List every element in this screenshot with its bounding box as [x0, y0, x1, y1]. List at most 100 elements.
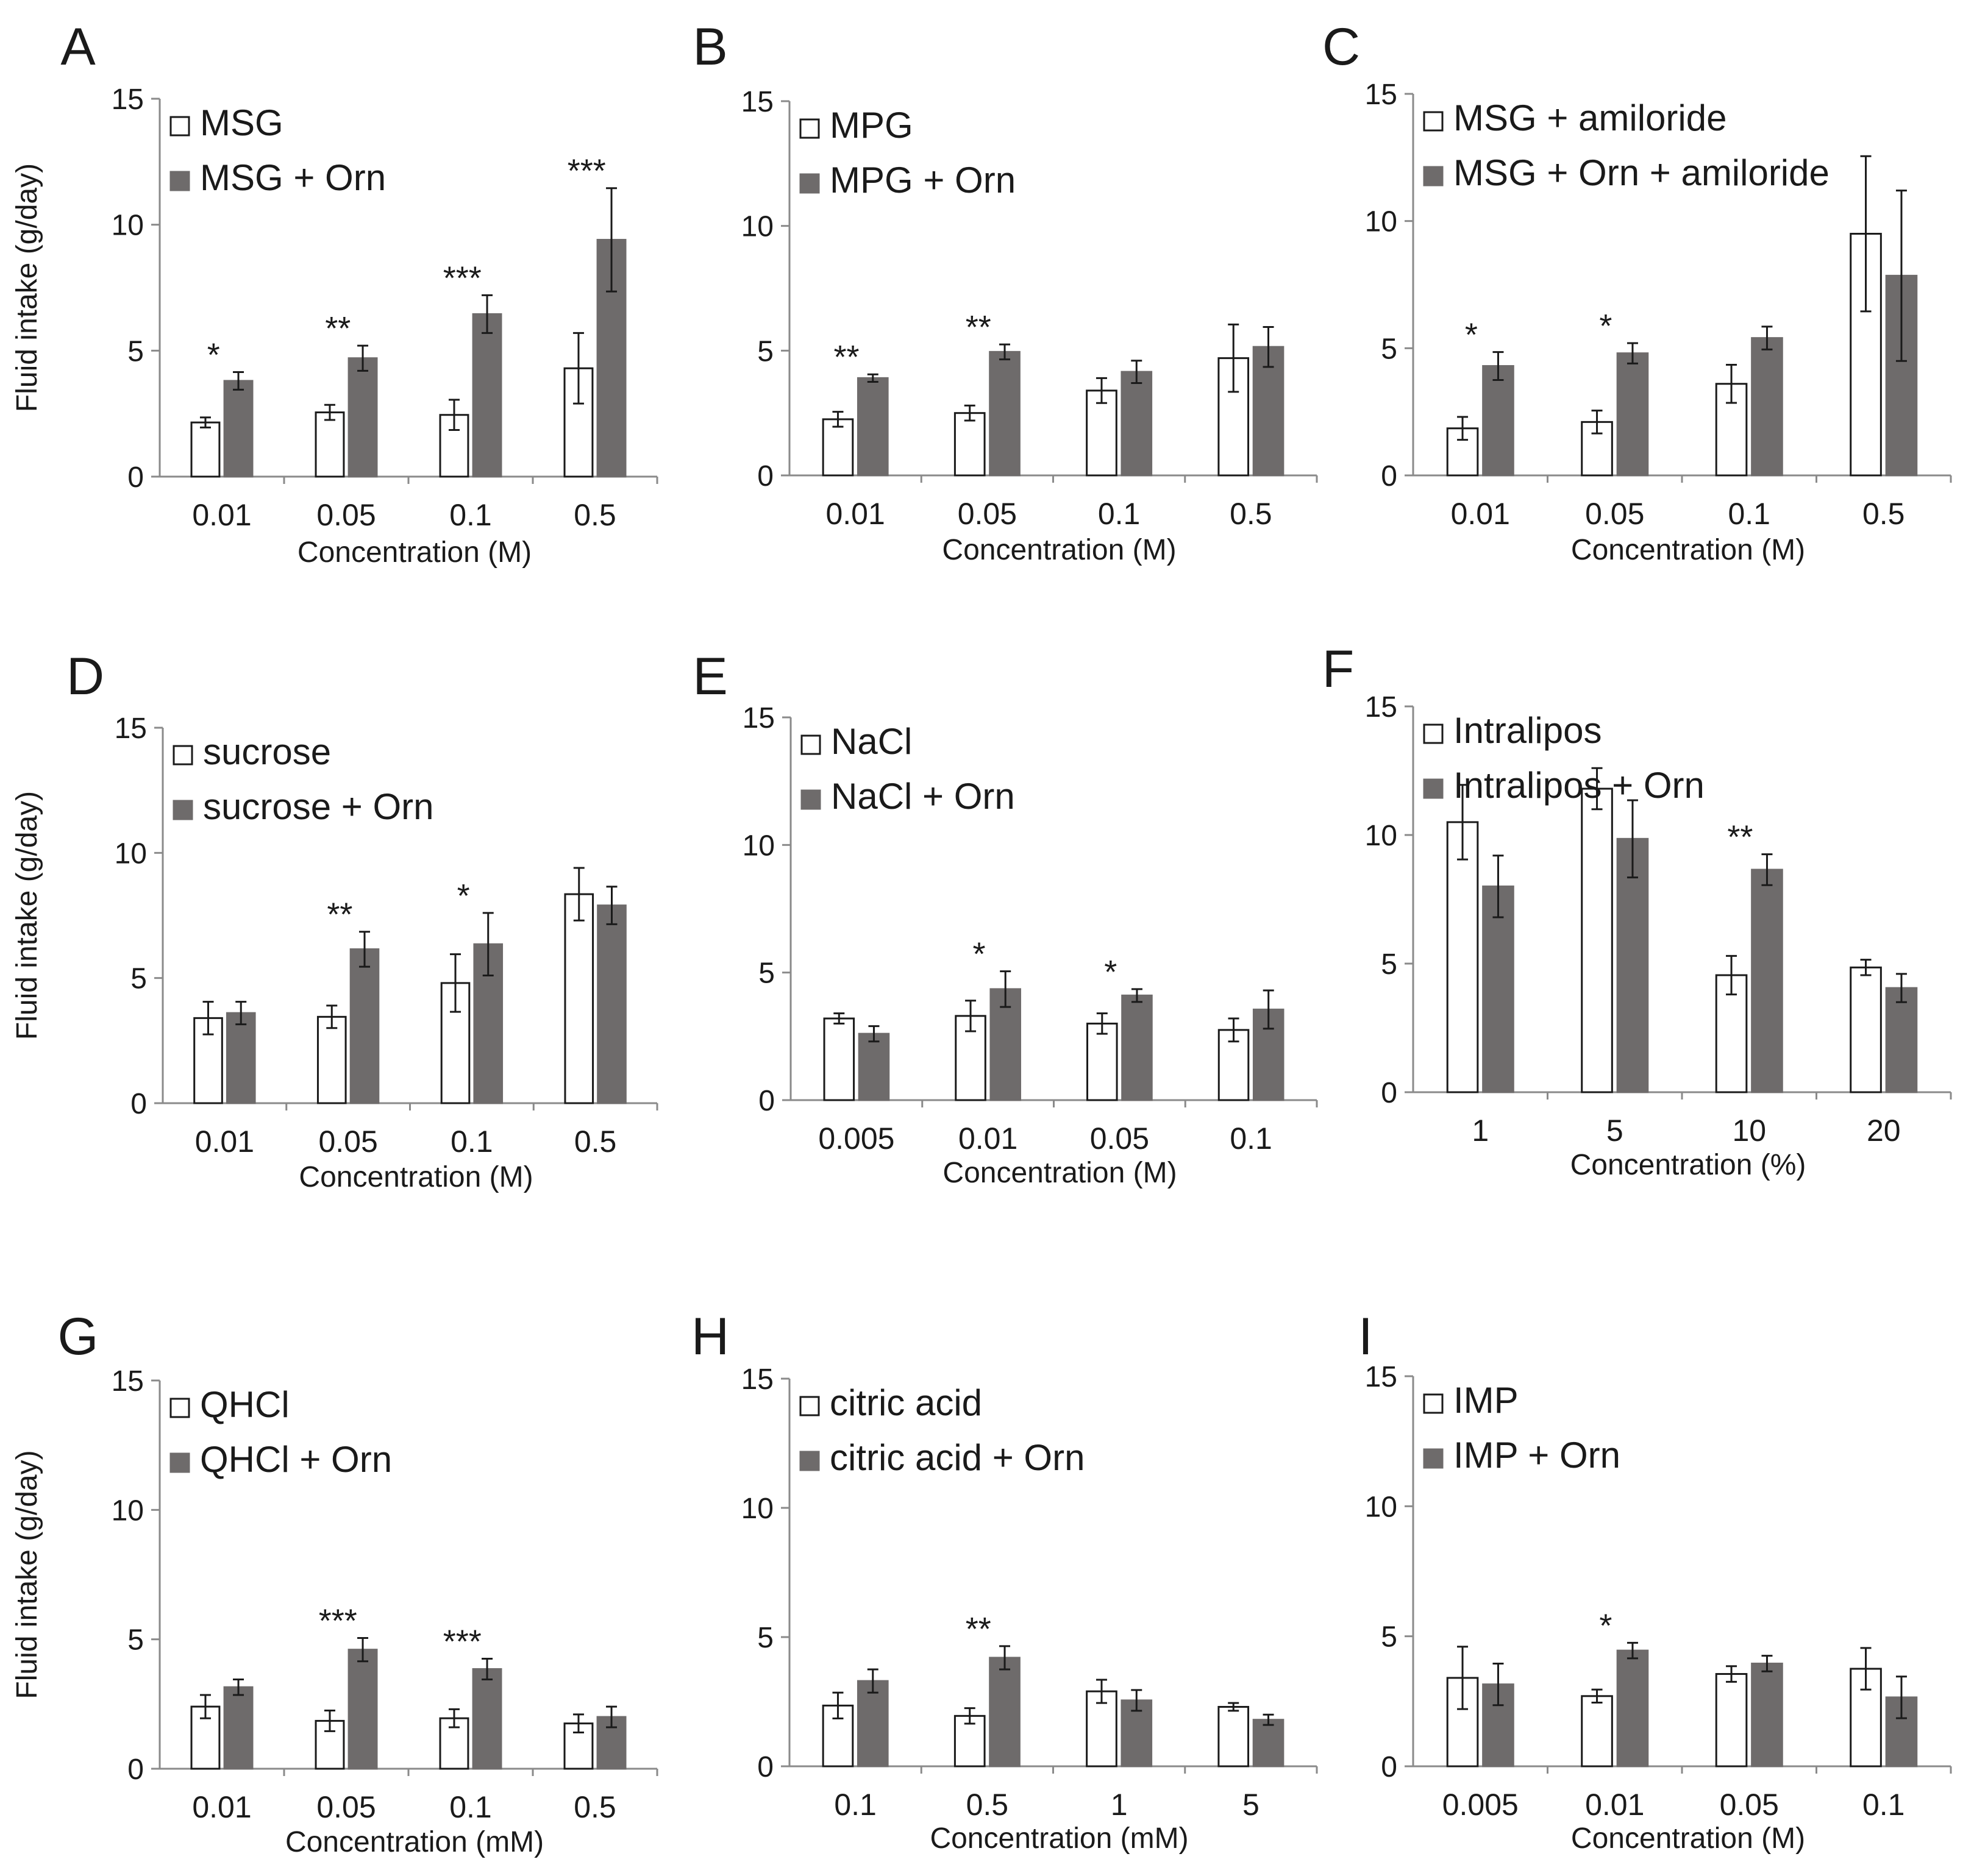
x-tick-label: 0.05: [958, 497, 1017, 531]
significance-mark: **: [834, 339, 860, 375]
x-axis-label: Concentration (mM): [930, 1822, 1188, 1855]
x-axis-label: Concentration (%): [1570, 1149, 1806, 1181]
bar-filled: [858, 1032, 890, 1101]
legend-swatch-open: [1423, 1393, 1444, 1414]
x-tick-label: 0.5: [574, 498, 616, 532]
significance-mark: *: [1599, 1607, 1612, 1644]
bar-filled: [1482, 365, 1514, 477]
bar-open: [1850, 966, 1882, 1093]
x-tick-label: 0.5: [1230, 497, 1272, 531]
panel-letter: B: [693, 18, 727, 76]
chart-panel-a: A 0 5 10 15 Fluid intake (g/day) 0.01 * 0.05 ** 0.…: [11, 18, 658, 569]
legend-label: MPG + Orn: [830, 160, 1016, 201]
x-tick-label: 20: [1867, 1114, 1901, 1148]
significance-mark: **: [966, 309, 991, 346]
significance-mark: ***: [319, 1603, 357, 1640]
significance-mark: **: [325, 310, 351, 347]
bar-filled: [1751, 337, 1783, 477]
bar-open: [315, 411, 345, 478]
legend-label: sucrose + Orn: [203, 786, 434, 827]
x-tick-label: 0.01: [192, 498, 251, 532]
bar-filled: [347, 1649, 378, 1770]
legend-label: IMP + Orn: [1453, 1435, 1620, 1476]
significance-mark: *: [1465, 317, 1478, 354]
y-tick-label: 15: [743, 702, 775, 734]
y-tick-label: 10: [1365, 206, 1397, 238]
x-tick-label: 0.01: [195, 1125, 254, 1159]
y-tick-label: 5: [1381, 333, 1397, 365]
chart-panel-i: I 0 5 10 15 0.005 0.01 * 0.05 0.1 Concentration (M…: [1358, 1307, 1952, 1855]
legend-label: citric acid + Orn: [830, 1437, 1085, 1478]
legend-swatch-filled: [169, 1452, 190, 1473]
bar-filled: [223, 380, 254, 478]
legend-swatch-open: [1423, 723, 1444, 744]
legend-label: citric acid: [830, 1382, 982, 1423]
legend-label: Intralipos: [1453, 710, 1602, 751]
x-tick-label: 0.1: [449, 498, 492, 532]
significance-mark: *: [973, 936, 986, 973]
x-tick-label: 0.01: [192, 1790, 251, 1824]
y-axis-label: Fluid intake (g/day): [11, 163, 43, 412]
chart-panel-b: B 0 5 10 15 0.01 ** 0.05 ** 0.1 0.5 Concentration (…: [693, 18, 1318, 566]
y-tick-label: 5: [757, 335, 774, 368]
bar-open: [822, 418, 854, 477]
bar-filled: [1252, 1719, 1285, 1768]
bar-filled: [1616, 1649, 1649, 1768]
panel-letter: G: [58, 1307, 99, 1366]
x-tick-label: 10: [1732, 1114, 1766, 1148]
bar-open: [953, 412, 986, 477]
x-tick-label: 0.1: [1728, 497, 1770, 531]
y-tick-label: 15: [1365, 691, 1397, 723]
bar-open: [823, 1017, 855, 1101]
legend-label: MSG + Orn: [200, 157, 386, 198]
y-tick-label: 10: [741, 1493, 774, 1525]
bar-open: [193, 1017, 223, 1104]
y-tick-label: 10: [1365, 820, 1397, 852]
y-tick-label: 10: [741, 211, 774, 243]
y-tick-label: 5: [127, 1624, 144, 1657]
bar-filled: [597, 904, 627, 1104]
bar-filled: [857, 377, 889, 477]
y-tick-label: 0: [130, 1088, 147, 1120]
x-tick-label: 0.01: [1585, 1788, 1644, 1822]
y-tick-label: 0: [757, 460, 774, 492]
x-tick-label: 1: [1472, 1114, 1489, 1148]
bar-filled: [226, 1012, 256, 1104]
legend-swatch-filled: [1423, 778, 1444, 799]
y-tick-label: 10: [115, 837, 147, 870]
x-tick-label: 0.1: [1098, 497, 1141, 531]
y-axis-label: Fluid intake (g/day): [11, 1450, 43, 1699]
bar-open: [1581, 787, 1613, 1093]
bar-filled: [347, 357, 378, 478]
x-axis-label: Concentration (M): [299, 1161, 533, 1193]
panel-letter: D: [66, 647, 104, 706]
significance-mark: **: [1727, 819, 1753, 856]
legend-label: MPG: [830, 105, 913, 146]
chart-panel-c: C 0 5 10 15 0.01 * 0.05 * 0.1 0.5 Concentration (M)…: [1322, 18, 1952, 566]
bar-filled: [857, 1680, 889, 1768]
bar-open: [190, 421, 221, 478]
chart-panel-e: E 0 5 10 15 0.005 0.01 * 0.05 * 0.1 Concentration (…: [693, 647, 1318, 1189]
x-tick-label: 0.5: [1862, 497, 1905, 531]
y-tick-label: 5: [1381, 948, 1397, 981]
x-tick-label: 0.1: [451, 1125, 493, 1159]
legend-label: MSG: [200, 102, 283, 143]
legend-swatch-filled: [799, 173, 820, 194]
legend-swatch-open: [173, 745, 193, 766]
bar-open: [316, 1015, 347, 1104]
x-tick-label: 0.5: [574, 1125, 617, 1159]
y-tick-label: 10: [112, 210, 144, 242]
significance-mark: *: [1104, 954, 1117, 990]
legend-swatch-open: [799, 1396, 820, 1416]
legend-swatch-filled: [1423, 1448, 1444, 1469]
panel-letter: E: [693, 647, 727, 706]
y-tick-label: 5: [758, 958, 775, 990]
legend-label: MSG + Orn + amiloride: [1453, 152, 1830, 193]
y-tick-label: 15: [1365, 79, 1397, 111]
x-tick-label: 0.01: [958, 1121, 1017, 1156]
y-tick-label: 10: [743, 830, 775, 862]
x-tick-label: 0.01: [1451, 497, 1510, 531]
